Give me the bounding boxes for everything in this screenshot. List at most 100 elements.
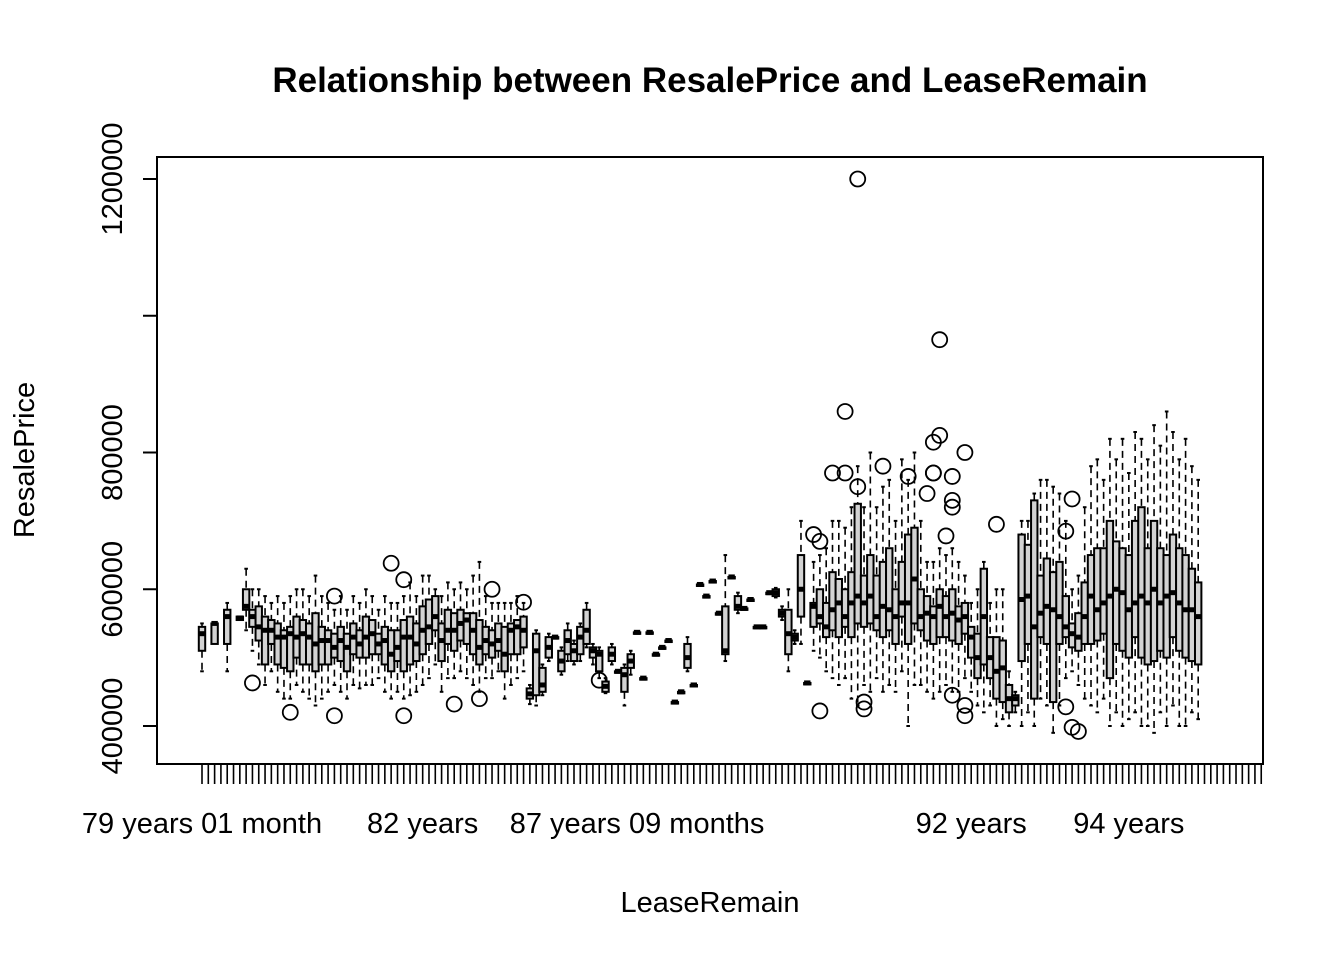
outlier-point (849, 478, 867, 496)
box-77 (676, 689, 686, 695)
iqr-box (1193, 581, 1203, 666)
box-99 (811, 532, 829, 720)
iqr-box (223, 608, 232, 645)
box-130 (1011, 690, 1020, 714)
box-65 (601, 677, 610, 695)
box-138 (1057, 519, 1075, 716)
iqr-box (853, 502, 862, 625)
box-17 (298, 588, 308, 693)
box-19 (311, 574, 320, 707)
box-94 (784, 588, 793, 673)
iqr-box (538, 666, 547, 693)
box-58 (557, 646, 566, 676)
box-85 (727, 574, 736, 580)
x-tick-label: 92 years (916, 808, 1027, 840)
outlier-point (956, 707, 974, 725)
box-159 (1193, 478, 1203, 721)
outlier-point (1069, 723, 1087, 740)
box-73 (651, 651, 661, 657)
box-151 (1143, 458, 1152, 727)
outlier-point (943, 491, 961, 509)
outlier-point (244, 674, 261, 692)
iqr-box (910, 526, 919, 625)
outlier-point (836, 403, 854, 420)
x-axis-label: LeaseRemain (621, 887, 800, 919)
box-68 (620, 663, 629, 707)
box-90 (758, 624, 768, 630)
outlier-point (1057, 522, 1075, 540)
outlier-point (395, 571, 413, 589)
box-125 (979, 560, 989, 714)
outlier-point (1057, 698, 1075, 716)
iqr-box (197, 625, 207, 652)
box-88 (746, 597, 755, 603)
outlier-point (326, 707, 343, 725)
outlier-point (483, 580, 501, 598)
box-76 (670, 699, 680, 705)
box-32 (393, 601, 402, 693)
plot-area (197, 170, 1203, 740)
outlier-point (590, 671, 608, 689)
box-8 (241, 567, 251, 632)
outlier-point (924, 464, 942, 482)
outlier-point (918, 485, 936, 502)
box-92 (771, 586, 780, 599)
x-tick-label: 79 years 01 month (82, 808, 322, 840)
box-72 (645, 629, 654, 635)
y-axis-label: ResalePrice (9, 382, 41, 538)
box-107 (866, 451, 875, 693)
outlier-point (281, 703, 299, 721)
outlier-point (471, 690, 488, 708)
outlier-point (943, 498, 961, 516)
box-113 (899, 468, 917, 727)
iqr-box (582, 608, 591, 645)
box-95 (790, 629, 799, 645)
box-1 (197, 622, 207, 673)
box-102 (834, 519, 844, 686)
outlier-point (855, 693, 873, 711)
outlier-point (395, 707, 413, 725)
outlier-point (956, 444, 974, 461)
y-tick-label: 600000 (97, 541, 129, 638)
box-47 (483, 580, 501, 680)
iqr-box (531, 632, 541, 697)
iqr-box (595, 649, 604, 673)
box-71 (639, 675, 648, 681)
box-59 (563, 622, 572, 663)
box-42 (456, 581, 465, 673)
box-117 (924, 433, 942, 700)
iqr-box (620, 666, 629, 693)
box-128 (998, 588, 1007, 721)
box-96 (796, 519, 806, 645)
box-82 (708, 578, 717, 584)
x-tick-label: 82 years (367, 808, 478, 840)
box-75 (664, 638, 673, 644)
y-tick-label: 1200000 (97, 123, 129, 236)
box-41 (445, 588, 463, 713)
box-116 (918, 485, 936, 693)
x-tick-label: 87 years 09 months (510, 808, 765, 840)
box-120 (943, 468, 961, 704)
iqr-box (998, 639, 1007, 704)
outlier-point (1063, 490, 1081, 508)
outlier-point (988, 515, 1005, 533)
outlier-point (937, 527, 955, 545)
box-54 (531, 629, 541, 707)
iqr-box (721, 605, 730, 656)
box-56 (544, 632, 553, 663)
box-70 (632, 629, 642, 635)
outlier-point (943, 686, 961, 704)
box-62 (582, 601, 591, 649)
outlier-point (824, 464, 841, 482)
box-57 (550, 634, 560, 640)
box-78 (683, 636, 692, 673)
box-38 (431, 588, 440, 666)
box-74 (658, 644, 667, 650)
outlier-point (899, 468, 917, 485)
outlier-point (931, 427, 949, 444)
outlier-point (515, 593, 532, 611)
outlier-point (849, 170, 867, 188)
y-tick-label: 400000 (97, 678, 129, 775)
box-86 (733, 591, 743, 615)
box-52 (515, 593, 532, 673)
